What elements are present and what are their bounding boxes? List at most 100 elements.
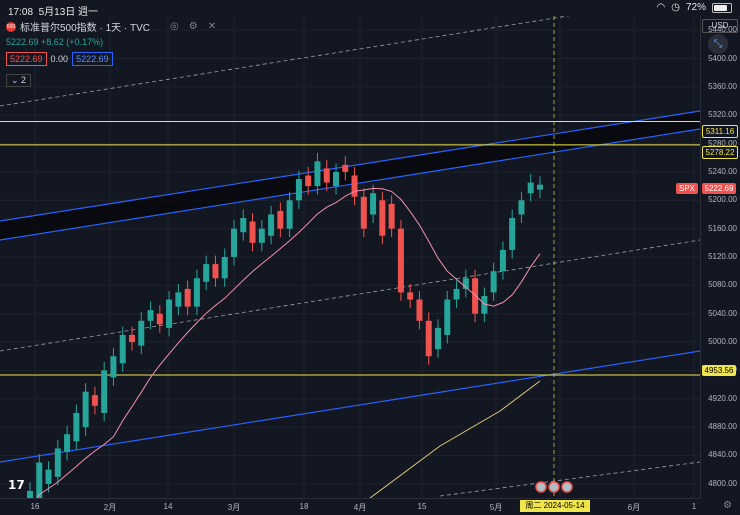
candle-body [212, 264, 219, 279]
alarm-icon: ◷ [671, 2, 680, 13]
candle-body [221, 257, 228, 279]
candle-body [453, 288, 460, 300]
candle-body [258, 228, 265, 243]
price-tick: 5440.00 [708, 25, 737, 35]
indicator-count: 2 [21, 75, 27, 85]
candle-body [45, 469, 52, 484]
price-axis[interactable]: 5440.00 5400.00 5360.00 5320.00 5280.00 5240.… [700, 16, 740, 498]
candle-body [36, 462, 43, 498]
candle-body [370, 193, 377, 215]
chart-legend: 500 标准普尔500指数 · 1天 · TVC ◎ ⚙ ✕ 5222.69 +… [6, 19, 216, 47]
candle-body [119, 334, 126, 364]
status-time-date: 17:08 5月13日 週一 [8, 3, 98, 18]
candle-body [240, 218, 247, 233]
price-tick: 5280.00 [708, 138, 737, 148]
current-price-tag: 5222.69 [702, 183, 736, 194]
price-tick: 4800.00 [708, 478, 737, 488]
candle-body [91, 395, 98, 406]
candle-body [435, 327, 441, 350]
order-panel: 5222.69 0.00 5222.69 [6, 52, 113, 66]
sell-button[interactable]: 5222.69 [6, 52, 47, 66]
time-tick: 3月 [227, 503, 241, 512]
candle-body [184, 288, 191, 307]
price-tick: 5000.00 [708, 337, 737, 347]
time-tick: 14 [163, 502, 173, 511]
wifi-icon: ◠ [656, 2, 666, 13]
chart-settings-icon[interactable]: ⚙ [723, 500, 732, 511]
candle-body [129, 334, 135, 343]
candle-body [397, 228, 404, 293]
settings-icon[interactable]: ⚙ [188, 21, 198, 32]
price-tick: 5400.00 [708, 53, 737, 63]
candle-body [537, 184, 543, 190]
tradingview-logo: 𝟭𝟳 [8, 478, 25, 492]
time-tick: 16 [30, 502, 40, 511]
candle-body [295, 179, 302, 201]
price-tick: 5080.00 [708, 280, 737, 290]
status-bar: 17:08 5月13日 週一 ◠ ◷ 72% [0, 0, 740, 18]
candle-body [444, 299, 451, 335]
candle-body [407, 292, 414, 300]
candle-body [203, 264, 210, 282]
level-label-1: 5311.16 [702, 125, 738, 138]
candle-body [268, 214, 275, 236]
price-tick: 5160.00 [708, 223, 737, 233]
date-label: 5月13日 週一 [38, 7, 99, 18]
indicator-toggle[interactable]: ⌄ 2 [6, 74, 32, 87]
crosshair-date-label: 周二 2024-05-14 [520, 500, 590, 512]
event-marker [535, 481, 547, 493]
time-tick: 6月 [627, 503, 641, 512]
candle-body [388, 203, 395, 229]
event-marker [548, 481, 560, 493]
candle-body [425, 320, 432, 357]
price-tick: 5120.00 [708, 252, 737, 261]
price-tick: 5040.00 [708, 308, 737, 318]
collapse-arrows-icon[interactable]: ⤡ [708, 34, 728, 54]
candle-body [323, 168, 330, 183]
candle-body [64, 434, 71, 452]
price-tick: 5240.00 [708, 166, 737, 176]
moving-average-line [36, 187, 541, 498]
candle-body [27, 490, 33, 498]
time-tick: 5月 [489, 503, 503, 512]
price-tick: 4880.00 [708, 422, 737, 432]
candle-body [499, 249, 506, 272]
price-chart[interactable] [0, 16, 700, 498]
candle-body [342, 164, 349, 172]
candle-body [462, 278, 469, 289]
candle-body [110, 356, 117, 378]
price-tick: 4920.00 [708, 393, 737, 403]
candle-body [231, 228, 237, 257]
price-tick: 4840.00 [708, 450, 737, 460]
candle-body [286, 200, 293, 229]
status-icons: ◠ ◷ 72% [657, 2, 732, 13]
candle-body [156, 313, 163, 325]
symbol-logo: 500 [6, 21, 16, 32]
time-axis[interactable]: 16 2月 14 3月 18 4月 15 5月 6月 1 [0, 498, 700, 515]
channel-line-upper [0, 110, 700, 222]
candle-body [481, 295, 488, 314]
close-icon[interactable]: ✕ [207, 21, 217, 32]
candle-body [360, 196, 367, 229]
candle-body [193, 278, 200, 307]
battery-percent: 72% [685, 2, 706, 13]
candle-body [175, 292, 182, 307]
candle-body [509, 218, 516, 250]
channel-line-lower [0, 128, 700, 241]
time-tick: 2月 [103, 503, 117, 512]
clock: 17:08 [8, 7, 34, 18]
buy-button[interactable]: 5222.69 [72, 52, 113, 66]
candle-body [305, 175, 312, 187]
symbol-name[interactable]: 标准普尔500指数 · 1天 · TVC [20, 23, 151, 34]
candle-body [351, 175, 358, 197]
currency-selector[interactable]: USD [702, 19, 738, 33]
candle-body [101, 370, 108, 413]
level-label-2: 5278.22 [702, 146, 738, 159]
candle-body [54, 448, 61, 477]
parallel-dashed-bottom [439, 461, 700, 497]
time-tick: 1 [691, 502, 697, 511]
candle-body [518, 200, 525, 215]
eye-icon[interactable]: ◎ [170, 21, 179, 32]
candle-body [472, 278, 479, 314]
